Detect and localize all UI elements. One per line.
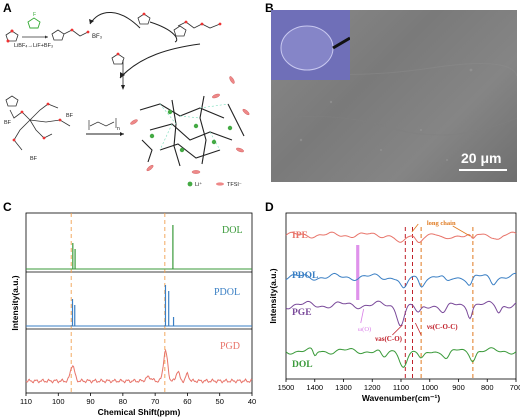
annotation-vs: νs(C-O-C) [426,323,458,331]
x-tick-label: 110 [20,397,32,406]
series-label-dol: DOL [222,225,243,236]
panel-label-a: A [3,1,12,15]
series-label-ipe: IPE [292,231,308,241]
synthesis-scheme: F LiBF₄→LiF+BF₃ BF₃ [4,12,250,188]
open-chain-icon [51,28,90,41]
reaction-condition-text: LiBF₄→LiF+BF₃ [14,43,53,49]
sem-inset-photo [271,10,351,80]
highlight-band [356,245,360,300]
branched-core-icon [5,95,71,151]
annotation-arrow [392,324,403,336]
x-tick-label: 1400 [306,383,323,392]
x-tick-label: 100 [52,397,65,406]
x-tick-label: 90 [86,397,94,406]
li-ions [149,109,233,153]
annotation-long-chain: long chain [427,220,456,227]
plot-frame [285,212,517,380]
tfsi-anions [130,76,250,174]
x-axis-label: Wavenumber(cm⁻¹) [362,393,440,403]
annotation-arrow [452,225,471,237]
polymer-network-icon [139,95,245,167]
li-legend-marker [187,181,193,187]
annotation-arrow [415,322,422,336]
x-tick-label: 40 [248,397,256,406]
svg-text:BF: BF [4,120,12,126]
annotation-vas: νas(C-O) [374,335,403,343]
catalyst-icon: F [27,12,41,29]
alcohol-molecule-icon [173,20,222,37]
nmr-chart: DOL PDOL PGD 110 100 90 80 70 60 50 40 Chemical Shi… [10,212,256,417]
series-line-pge [285,300,517,327]
scale-bar-label: 20 μm [461,150,502,166]
dol-ring-icon [5,29,19,43]
scale-bar [459,169,507,171]
annotation-delta: ω(O) [358,326,371,333]
ftir-chart: IPE PDOL PGE DOL long chain ω(O)νas(C-O) νs(C-… [268,212,520,403]
y-axis-label: Intensity(a.u.) [10,275,20,330]
x-tick-label: 800 [481,383,494,392]
x-tick-label: 1300 [335,383,352,392]
panel-label-c: C [3,200,12,214]
x-tick-label: 1100 [393,383,409,392]
x-tick-label: 900 [452,383,465,392]
series-label-pgd: PGD [220,341,240,352]
x-tick-label: 70 [151,397,159,406]
annotation-arrow [360,308,365,324]
x-tick-label: 1500 [278,383,295,392]
x-tick-label: 50 [216,397,224,406]
svg-text:F: F [33,12,36,18]
series-label-pdol: PDOL [214,287,240,298]
series-label-dol-ftir: DOL [292,360,313,370]
annotation-arrow [411,223,419,233]
curved-arrow-2 [119,43,201,79]
series-line-dol-ftir [285,347,517,369]
curved-arrow-1 [89,12,141,29]
svg-text:BF: BF [30,156,38,162]
panel-label-b: B [265,1,274,15]
n-subscript: n [117,126,120,132]
x-tick-label: 700 [510,383,520,392]
x-tick-label: 1000 [421,383,438,392]
plot-frame [25,212,253,394]
panel-label-d: D [265,200,274,214]
sem-image: 20 μm [271,10,517,182]
bf3-label: BF₃ [92,34,103,40]
y-axis-label: Intensity(a.u.) [268,268,278,323]
series-label-pdol-ftir: PDOL [292,271,318,281]
series-line-pdol-ftir [285,272,517,289]
li-legend-label: Li⁺ [195,181,202,188]
x-tick-label: 80 [119,397,127,406]
tfsi-legend-label: TFSI⁻ [227,182,242,188]
x-tick-label: 1200 [364,383,381,392]
dol-ring-icon-2 [137,12,151,25]
series-line-ipe [285,231,517,244]
svg-text:BF: BF [66,113,74,119]
series-label-pge: PGE [292,308,312,318]
series-line-pgd [25,348,253,384]
x-tick-label: 60 [183,397,191,406]
x-axis-label: Chemical Shift(ppm) [98,407,181,417]
tfsi-legend-marker [216,182,224,186]
